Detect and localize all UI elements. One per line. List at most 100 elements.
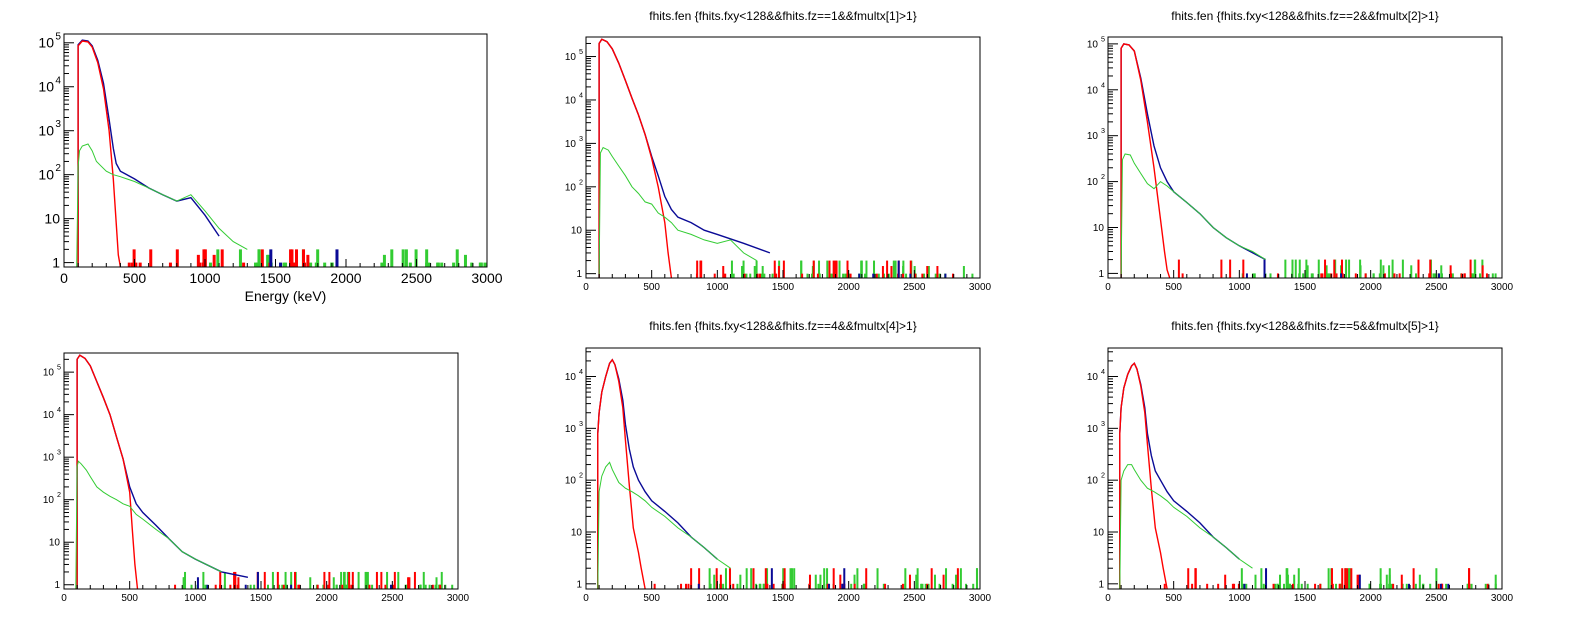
- red-spike-bar: [1437, 583, 1440, 589]
- chart-panel: fhits.fen {fhits.fxy<128&&fhits.fz==4&&f…: [565, 319, 992, 604]
- green-spike-bar: [1494, 574, 1497, 589]
- red-spike-bar: [699, 260, 702, 278]
- blue-spike-bar: [196, 577, 199, 589]
- x-tick-label: 1500: [1294, 282, 1317, 293]
- red-spike-bar: [849, 273, 852, 278]
- red-spike-bar: [236, 584, 239, 589]
- y-tick-exponent: 2: [55, 163, 61, 174]
- green-spike-bar: [397, 571, 400, 589]
- red-spike-bar: [1393, 273, 1396, 278]
- plot-frame: [63, 33, 488, 268]
- x-tick-label: 1500: [772, 593, 795, 604]
- green-spike-bar: [927, 583, 930, 589]
- green-spike-bar: [1414, 583, 1417, 589]
- green-spike-bar: [1294, 259, 1297, 278]
- red-spike-bar: [828, 260, 831, 278]
- red-spike-bar: [328, 571, 331, 589]
- green-spike-bar: [1348, 568, 1351, 589]
- plot-frame: [63, 352, 459, 590]
- green-spike-bar: [364, 571, 367, 589]
- red-spike-bar: [886, 260, 889, 278]
- red-spike-bar: [1335, 273, 1338, 278]
- red-spike-bar: [214, 584, 217, 589]
- blue-spike-bar: [909, 273, 912, 278]
- red-spike-bar: [294, 571, 297, 589]
- y-tick-label: 1: [576, 269, 582, 280]
- green-spike-bar: [865, 260, 868, 278]
- green-spike-bar: [1335, 583, 1338, 589]
- green-spike-bar: [1368, 583, 1371, 589]
- x-tick-label: 1500: [772, 282, 795, 293]
- green-spike-bar: [284, 584, 287, 589]
- red-spike-bar: [1468, 568, 1471, 589]
- y-tick-label: 10: [571, 226, 583, 237]
- red-spike-bar: [127, 262, 131, 267]
- green-spike-bar: [842, 273, 845, 278]
- y-tick-exponent: 4: [57, 405, 61, 414]
- x-tick-label: 2500: [381, 593, 404, 604]
- red-spike-bar: [1429, 259, 1432, 278]
- y-tick-label: 10: [565, 476, 577, 487]
- red-spike-bar: [237, 577, 240, 589]
- green-spike-bar: [708, 568, 711, 589]
- green-spike-bar: [202, 571, 205, 589]
- green-spike-bar: [753, 266, 756, 278]
- red-spike-bar: [783, 568, 786, 589]
- green-spike-bar: [791, 568, 794, 589]
- green-series-line: [597, 461, 731, 589]
- green-spike-bar: [455, 249, 459, 267]
- green-spike-bar: [1491, 273, 1494, 278]
- green-spike-bar: [343, 571, 346, 589]
- green-spike-bar: [1471, 273, 1474, 278]
- y-tick-label: 10: [1087, 424, 1099, 435]
- green-spike-bar: [1418, 574, 1421, 589]
- green-spike-bar: [1288, 583, 1291, 589]
- y-tick-exponent: 3: [1101, 419, 1105, 428]
- green-spike-bar: [440, 571, 443, 589]
- red-spike-bar: [772, 583, 775, 589]
- red-spike-bar: [921, 273, 924, 278]
- red-spike-bar: [832, 260, 835, 278]
- green-spike-bar: [332, 577, 335, 589]
- red-spike-bar: [368, 584, 371, 589]
- red-spike-bar: [408, 577, 411, 589]
- green-spike-bar: [955, 574, 958, 589]
- y-tick-label: 1: [1098, 269, 1104, 280]
- blue-spike-bar: [290, 584, 293, 589]
- blue-spike-bar: [872, 273, 875, 278]
- red-spike-bar: [773, 260, 776, 278]
- red-spike-bar: [375, 571, 378, 589]
- red-spike-bar: [1220, 259, 1223, 278]
- blue-spike-bar: [1243, 583, 1246, 589]
- blue-spike-bar: [1408, 583, 1411, 589]
- green-spike-bar: [478, 262, 482, 267]
- green-spike-bar: [745, 273, 748, 278]
- green-spike-bar: [755, 583, 758, 589]
- red-spike-bar: [1341, 568, 1344, 589]
- red-spike-bar: [696, 260, 699, 278]
- x-tick-label: 1000: [189, 270, 220, 286]
- red-spike-bar: [198, 262, 202, 267]
- green-spike-bar: [893, 266, 896, 278]
- y-tick-label: 10: [565, 139, 577, 150]
- green-spike-bar: [1388, 583, 1391, 589]
- blue-spike-bar: [1263, 259, 1266, 278]
- chart-title: fhits.fen {fhits.fxy<128&&fhits.fz==5&&f…: [1171, 319, 1439, 333]
- green-spike-bar: [1291, 259, 1294, 278]
- red-spike-bar: [722, 266, 725, 278]
- y-tick-exponent: 3: [1101, 126, 1105, 135]
- green-spike-bar: [382, 254, 386, 267]
- green-spike-bar: [1297, 568, 1300, 589]
- green-spike-bar: [782, 568, 785, 589]
- green-series-line: [76, 143, 248, 267]
- green-spike-bar: [826, 568, 829, 589]
- green-spike-bar: [713, 574, 716, 589]
- y-tick-exponent: 3: [55, 119, 61, 130]
- red-spike-bar: [1344, 583, 1347, 589]
- green-spike-bar: [419, 584, 422, 589]
- red-spike-bar: [719, 574, 722, 589]
- red-spike-bar: [132, 249, 136, 267]
- green-spike-bar: [934, 273, 937, 278]
- y-tick-exponent: 3: [57, 448, 61, 457]
- green-spike-bar: [829, 273, 832, 278]
